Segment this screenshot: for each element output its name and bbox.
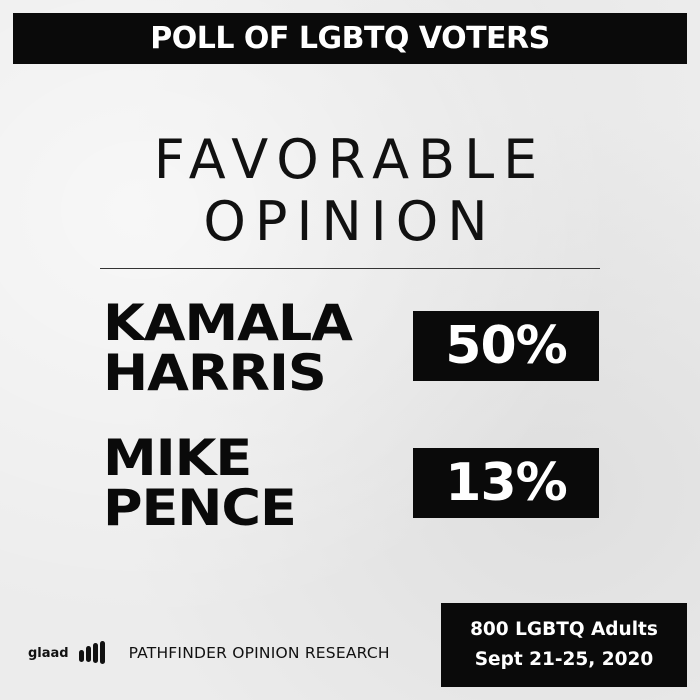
title-banner: POLL OF LGBTQ VOTERS [13, 13, 687, 64]
heading-line-2: OPINION [203, 190, 497, 253]
candidate-1-name-line-2: HARRIS [103, 344, 327, 402]
poll-dates: Sept 21-25, 2020 [474, 649, 654, 670]
candidate-1-name-line-1: KAMALA [103, 294, 353, 352]
poll-sample: 800 LGBTQ Adults [470, 619, 658, 640]
research-firm-name: PATHFINDER OPINION RESEARCH [128, 644, 390, 662]
heading-line-1: FAVORABLE [153, 128, 547, 191]
banner-title: POLL OF LGBTQ VOTERS [150, 21, 550, 56]
candidate-1-percent: 50% [445, 316, 567, 376]
poll-details-box: 800 LGBTQ Adults Sept 21-25, 2020 [441, 603, 687, 687]
candidate-2-percent: 13% [445, 453, 567, 513]
candidate-1-percent-box: 50% [413, 311, 599, 381]
glaad-logo-icon [78, 641, 105, 664]
footer-credits: glaad PATHFINDER OPINION RESEARCH [28, 638, 390, 668]
candidate-2-percent-box: 13% [413, 448, 599, 518]
divider-line [100, 268, 600, 269]
candidate-2-name-line-2: PENCE [103, 479, 297, 537]
glaad-logo-text: glaad [28, 645, 69, 661]
candidate-2-name-line-1: MIKE [103, 429, 252, 487]
